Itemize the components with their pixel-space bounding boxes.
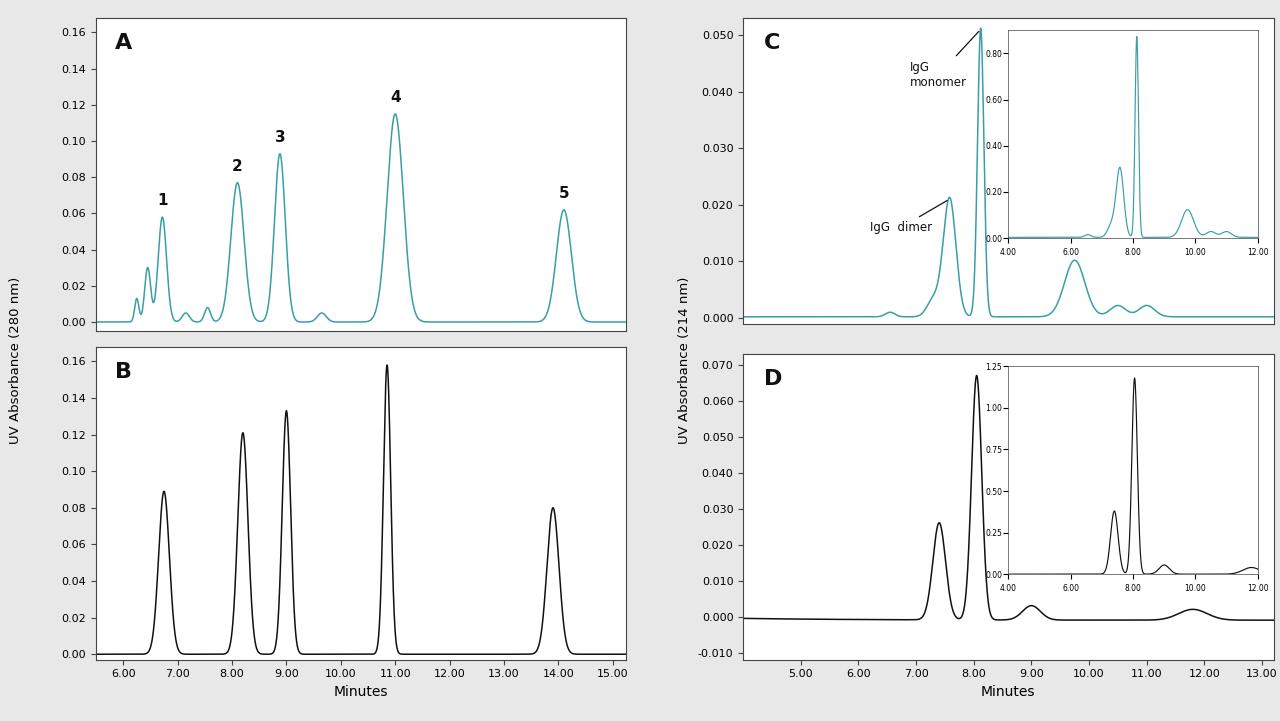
- Text: 5: 5: [558, 186, 570, 200]
- Text: UV Absorbance (214 nm): UV Absorbance (214 nm): [678, 277, 691, 444]
- Text: D: D: [764, 368, 783, 389]
- Text: UV Absorbance (280 nm): UV Absorbance (280 nm): [9, 277, 22, 444]
- Text: B: B: [115, 362, 132, 382]
- X-axis label: Minutes: Minutes: [334, 685, 388, 699]
- X-axis label: Minutes: Minutes: [982, 685, 1036, 699]
- Text: 3: 3: [275, 130, 285, 145]
- Text: 4: 4: [390, 90, 401, 105]
- Text: A: A: [115, 33, 132, 53]
- Text: 2: 2: [232, 159, 243, 174]
- Text: IgG  dimer: IgG dimer: [870, 200, 947, 234]
- Text: 1: 1: [157, 193, 168, 208]
- Text: C: C: [764, 32, 781, 53]
- Text: IgG
monomer: IgG monomer: [910, 32, 979, 89]
